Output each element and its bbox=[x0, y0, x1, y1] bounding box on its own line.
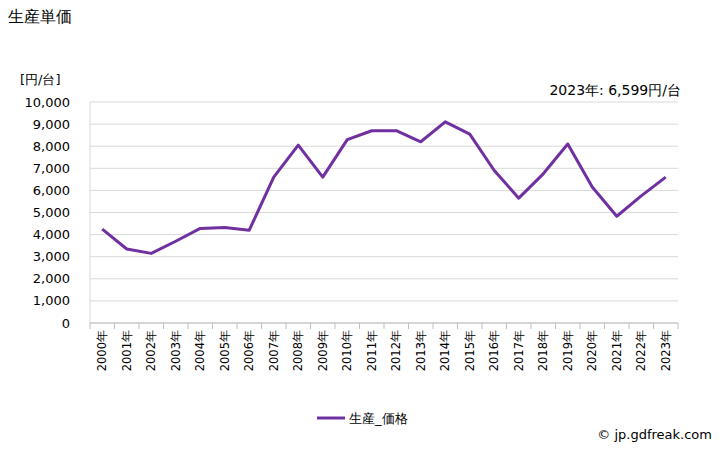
x-tick bbox=[212, 323, 213, 329]
x-tick bbox=[433, 323, 434, 329]
x-tick-label: 2001年 bbox=[120, 330, 134, 371]
grid-line bbox=[90, 146, 678, 147]
x-tick-label: 2019年 bbox=[561, 330, 575, 371]
grid-line bbox=[90, 256, 678, 257]
y-tick-label: 10,000 bbox=[25, 95, 71, 110]
grid-line bbox=[90, 278, 678, 279]
x-tick-label: 2004年 bbox=[193, 330, 207, 371]
grid-line bbox=[90, 234, 678, 235]
x-tick-label: 2008年 bbox=[291, 330, 305, 371]
y-tick-label: 9,000 bbox=[33, 117, 70, 132]
x-tick bbox=[359, 323, 360, 329]
x-tick bbox=[629, 323, 630, 329]
y-tick-label: 7,000 bbox=[33, 161, 70, 176]
x-tick-label: 2009年 bbox=[316, 330, 330, 371]
x-tick bbox=[384, 323, 385, 329]
x-tick-label: 2011年 bbox=[365, 330, 379, 371]
x-tick-label: 2014年 bbox=[438, 330, 452, 371]
y-tick-label: 0 bbox=[62, 316, 70, 331]
y-tick-label: 1,000 bbox=[33, 293, 70, 308]
x-tick bbox=[114, 323, 115, 329]
y-tick-label: 3,000 bbox=[33, 249, 70, 264]
plot-area bbox=[102, 122, 666, 253]
grid-line bbox=[90, 190, 678, 191]
title: 生産単価 bbox=[8, 7, 72, 26]
x-tick bbox=[580, 323, 581, 329]
x-tick bbox=[139, 323, 140, 329]
x-tick bbox=[482, 323, 483, 329]
x-tick-label: 2015年 bbox=[463, 330, 477, 371]
x-tick-label: 2003年 bbox=[169, 330, 183, 371]
grid-line bbox=[90, 102, 678, 103]
x-tick bbox=[261, 323, 262, 329]
grid-line bbox=[90, 124, 678, 125]
x-tick-label: 2006年 bbox=[242, 330, 256, 371]
x-tick-label: 2002年 bbox=[144, 330, 158, 371]
legend-label: 生産_価格 bbox=[349, 411, 408, 426]
y-tick-label: 5,000 bbox=[33, 205, 70, 220]
chart: 生産単価 [円/台] 2023年: 6,599円/台 0 1,000 2,000 3,000… bbox=[0, 0, 728, 450]
x-tick bbox=[90, 323, 91, 329]
annotation: 2023年: 6,599円/台 bbox=[549, 82, 681, 98]
grid-line bbox=[90, 168, 678, 169]
y-tick-label: 8,000 bbox=[33, 139, 70, 154]
legend-swatch bbox=[317, 417, 345, 420]
x-tick bbox=[506, 323, 507, 329]
grid-line bbox=[90, 212, 678, 213]
x-tick-label: 2020年 bbox=[585, 330, 599, 371]
x-tick bbox=[237, 323, 238, 329]
x-tick-label: 2000年 bbox=[95, 330, 109, 371]
x-tick-label: 2007年 bbox=[267, 330, 281, 371]
x-tick bbox=[163, 323, 164, 329]
x-tick-label: 2023年 bbox=[659, 330, 673, 371]
x-tick-label: 2016年 bbox=[487, 330, 501, 371]
x-tick bbox=[310, 323, 311, 329]
x-tick bbox=[604, 323, 605, 329]
x-tick-label: 2017年 bbox=[512, 330, 526, 371]
y-tick-label: 4,000 bbox=[33, 227, 70, 242]
x-tick bbox=[286, 323, 287, 329]
x-tick-label: 2005年 bbox=[218, 330, 232, 371]
y-tick-label: 6,000 bbox=[33, 183, 70, 198]
x-tick-label: 2013年 bbox=[414, 330, 428, 371]
x-tick bbox=[653, 323, 654, 329]
x-tick bbox=[335, 323, 336, 329]
y-tick-label: 2,000 bbox=[33, 271, 70, 286]
x-tick-label: 2012年 bbox=[389, 330, 403, 371]
source: © jp.gdfreak.com bbox=[597, 427, 712, 442]
y-axis-line bbox=[90, 102, 91, 323]
x-tick bbox=[457, 323, 458, 329]
x-tick bbox=[188, 323, 189, 329]
grid-line bbox=[90, 300, 678, 301]
x-tick-label: 2022年 bbox=[634, 330, 648, 371]
series-line bbox=[102, 122, 666, 253]
x-tick-label: 2021年 bbox=[610, 330, 624, 371]
x-tick-label: 2010年 bbox=[340, 330, 354, 371]
y-label: [円/台] bbox=[20, 72, 61, 87]
x-tick bbox=[408, 323, 409, 329]
x-tick bbox=[555, 323, 556, 329]
x-tick bbox=[531, 323, 532, 329]
x-tick bbox=[678, 323, 679, 329]
x-tick-label: 2018年 bbox=[536, 330, 550, 371]
